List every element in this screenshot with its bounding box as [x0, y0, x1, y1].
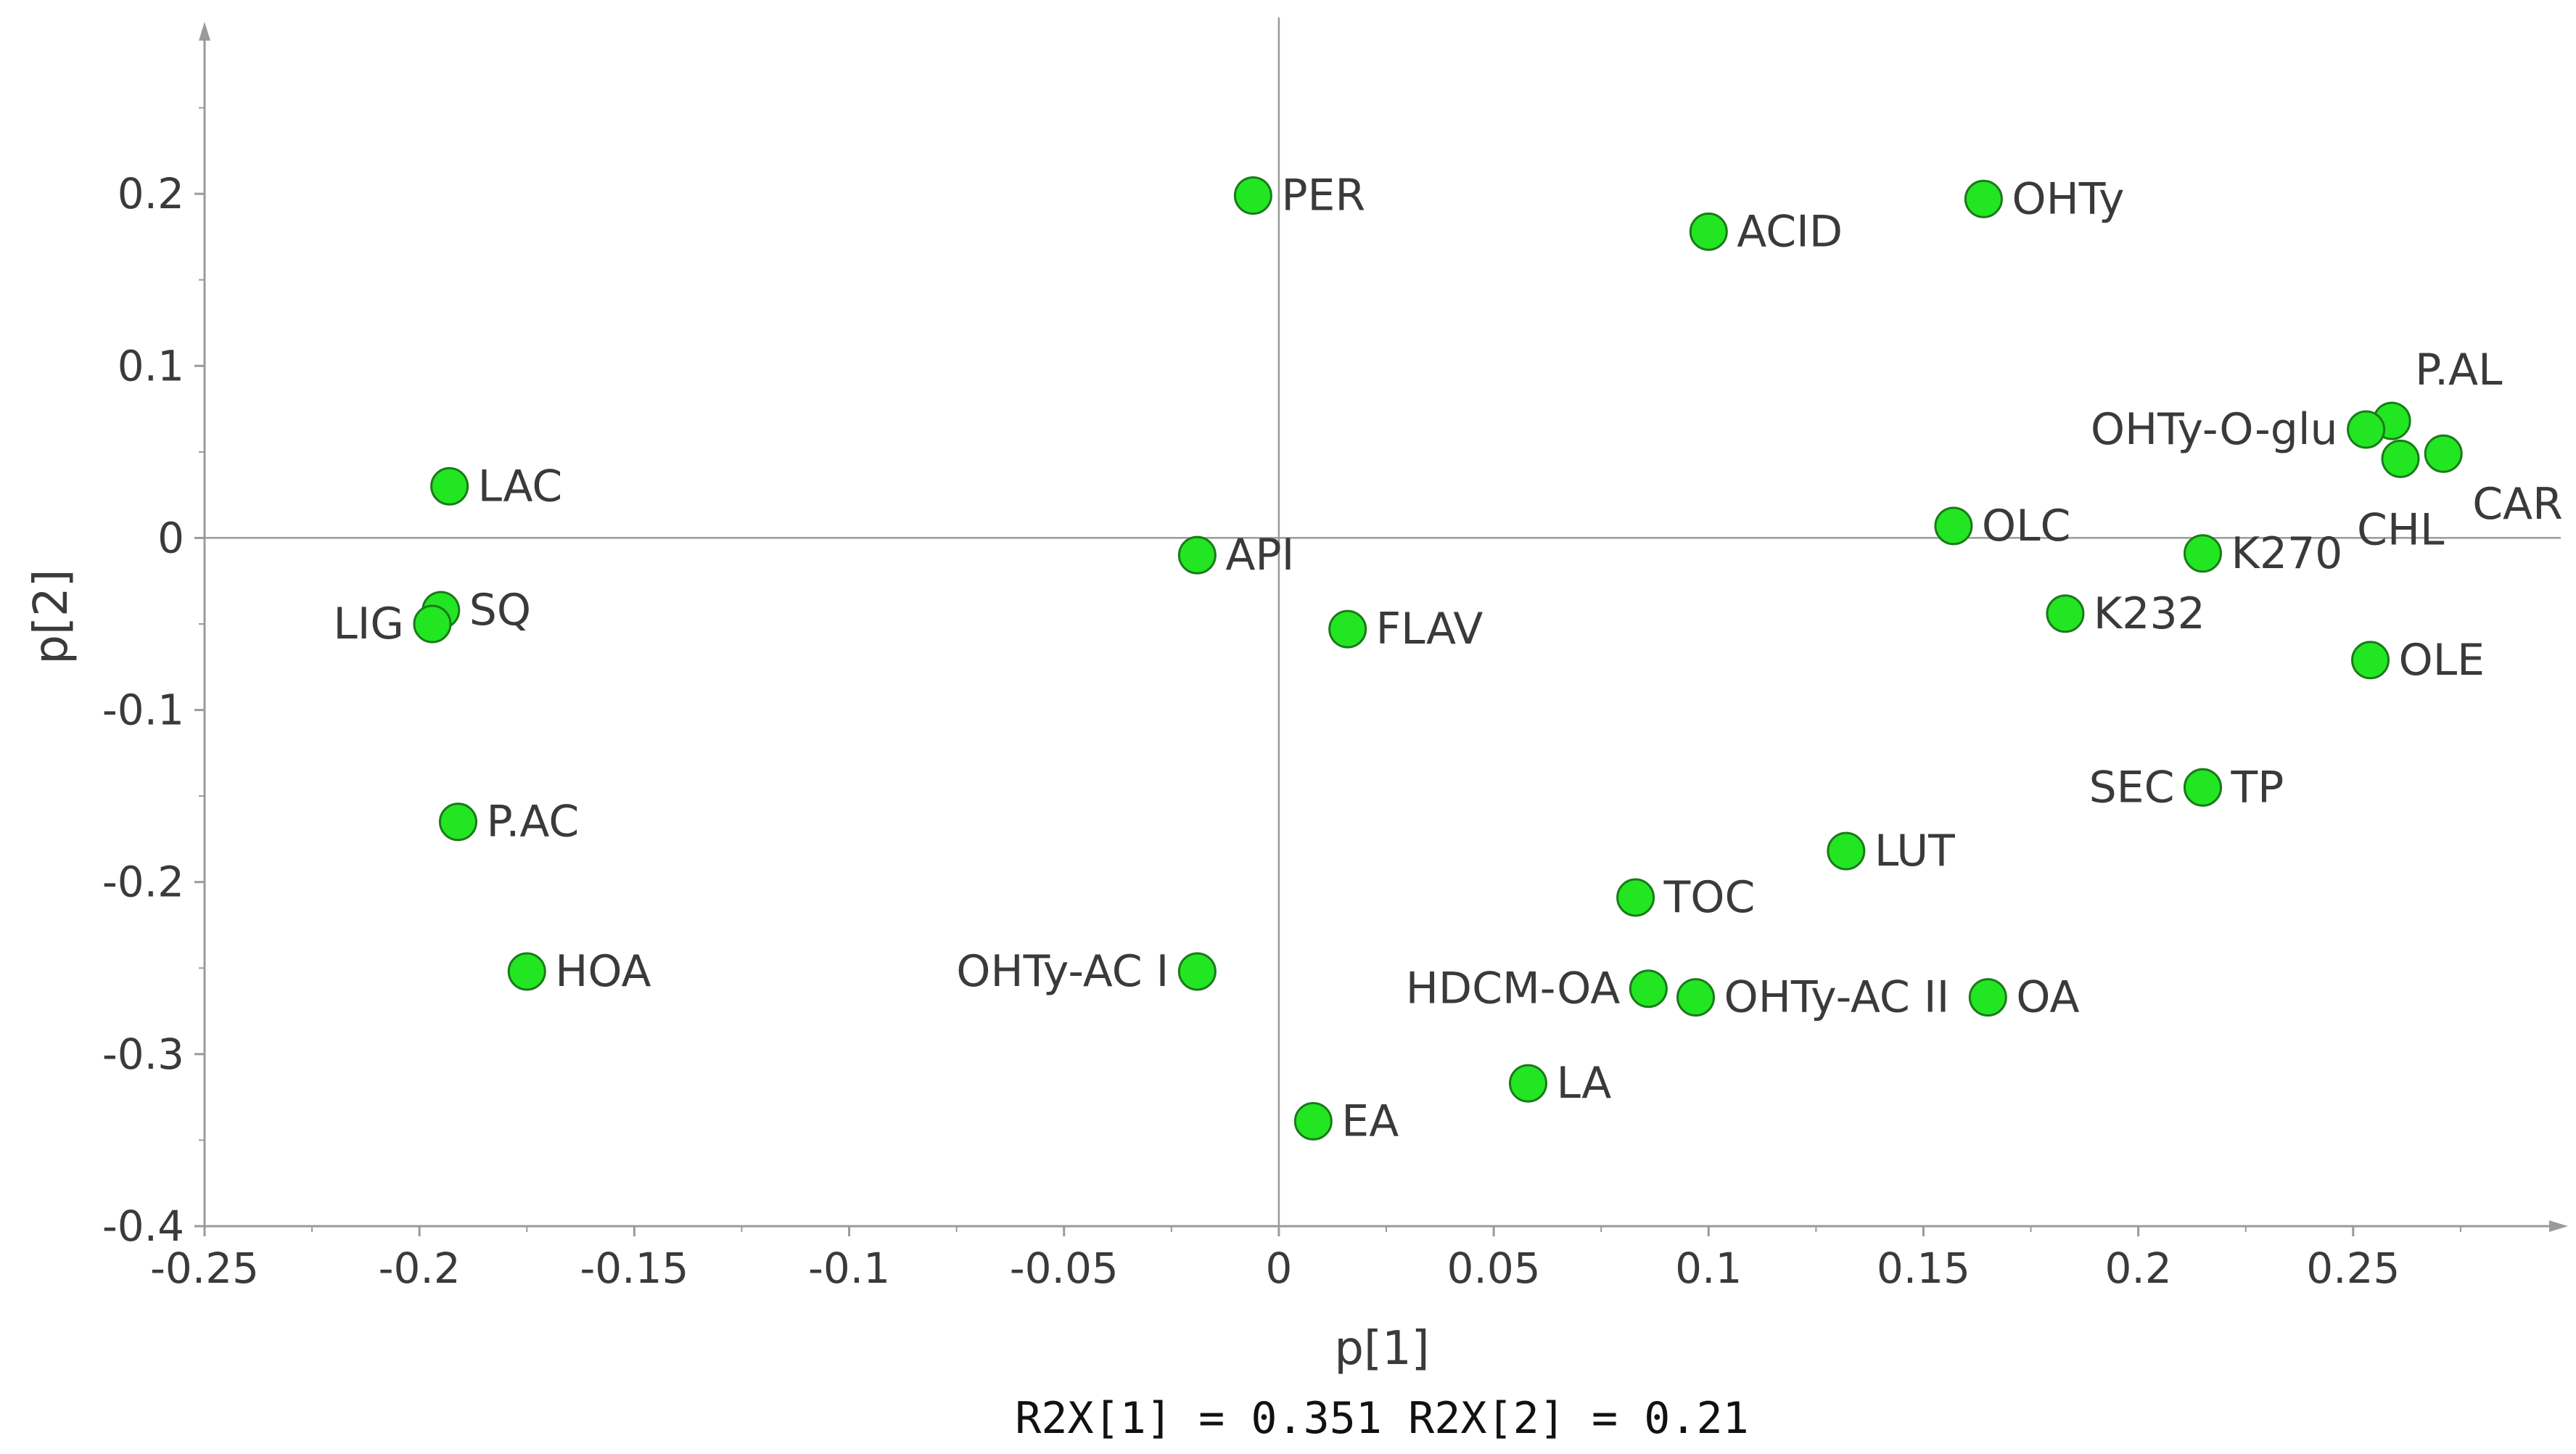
point-ole — [2351, 641, 2390, 680]
point-label: HDCM-OA — [1406, 964, 1621, 1014]
y-tick-label: -0.2 — [102, 858, 184, 907]
point-label: LUT — [1875, 826, 1955, 876]
point-lut — [1827, 831, 1866, 871]
point-label: SEC — [2089, 762, 2175, 813]
y-tick-label: 0.2 — [118, 169, 184, 218]
y-axis-title: p[2] — [25, 569, 78, 664]
point-label: LA — [1556, 1058, 1611, 1109]
point-label: OHTy-AC II — [1724, 972, 1950, 1023]
point-label: API — [1225, 530, 1294, 580]
point-label: CHL — [2357, 504, 2445, 555]
point-chl — [2381, 439, 2420, 478]
point-k270 — [2183, 534, 2222, 573]
point-label: OA — [2016, 972, 2079, 1023]
point-label: OHTy-O-glu — [2091, 404, 2338, 455]
point-acid — [1689, 212, 1728, 251]
point-toc — [1616, 878, 1655, 917]
point-label: OHTy-AC I — [956, 946, 1169, 997]
x-tick-label: 0.2 — [2105, 1244, 2172, 1293]
point-sec — [2183, 768, 2222, 807]
x-tick-label: -0.05 — [1010, 1244, 1119, 1293]
point-p-ac — [438, 802, 477, 842]
x-tick-label: -0.25 — [150, 1244, 259, 1293]
point-label: LAC — [478, 461, 563, 512]
point-label: TP — [2230, 762, 2284, 813]
point-lac — [430, 467, 469, 506]
point-label: CAR — [2472, 479, 2563, 530]
x-tick-label: -0.2 — [379, 1244, 461, 1293]
point-oa — [1968, 978, 2007, 1017]
point-lig — [413, 604, 452, 644]
point-ohty-ac-i — [1177, 952, 1217, 991]
y-tick-label: -0.4 — [102, 1202, 184, 1251]
x-axis-arrow — [2549, 1220, 2568, 1232]
point-label: OLE — [2399, 635, 2485, 686]
ticks-layer: -0.25 -0.2 -0.15 -0.1 -0.05 0 0.05 0.1 0.15 0.2 0.… — [102, 107, 2461, 1293]
point-olc — [1934, 506, 1973, 546]
point-ohty-o-glu — [2347, 410, 2386, 449]
y-axis-arrow — [199, 22, 210, 41]
point-label: ACID — [1737, 206, 1843, 257]
point-label: OLC — [1982, 501, 2071, 551]
point-ohty — [1964, 179, 2003, 218]
r2x-footer: R2X[1] = 0.351 R2X[2] = 0.21 — [1015, 1393, 1748, 1444]
x-tick-label: 0 — [1265, 1244, 1292, 1293]
point-hoa — [507, 952, 546, 991]
x-tick-label: 0.05 — [1447, 1244, 1541, 1293]
point-label: LIG — [333, 599, 404, 649]
y-tick-label: -0.3 — [102, 1030, 184, 1079]
point-label: TOC — [1663, 872, 1756, 923]
points-layer — [413, 176, 2463, 1141]
labels-layer: PER ACID OHTy P.AL OHTy-O-glu CHL CAR LAC OLC API… — [333, 171, 2563, 1147]
x-tick-label: -0.15 — [580, 1244, 688, 1293]
x-tick-label: 0.25 — [2306, 1244, 2400, 1293]
point-label: SQ — [469, 585, 531, 636]
point-ohty-ac-ii — [1676, 978, 1716, 1017]
y-tick-label: 0 — [157, 513, 184, 562]
point-ea — [1293, 1101, 1333, 1141]
x-tick-label: 0.1 — [1675, 1244, 1742, 1293]
y-tick-label: 0.1 — [118, 341, 184, 390]
point-api — [1177, 535, 1217, 575]
point-la — [1508, 1064, 1547, 1103]
x-tick-label: 0.15 — [1877, 1244, 1970, 1293]
point-hdcm-oa — [1629, 969, 1668, 1009]
point-label: EA — [1341, 1096, 1399, 1146]
point-label: PER — [1281, 171, 1365, 221]
x-tick-label: -0.1 — [808, 1244, 890, 1293]
point-car — [2424, 434, 2463, 473]
point-label: OHTy — [2012, 173, 2124, 224]
point-label: K270 — [2231, 528, 2342, 579]
point-label: FLAV — [1376, 604, 1484, 654]
point-label: P.AC — [486, 797, 579, 847]
point-flav — [1328, 609, 1367, 649]
point-label: P.AL — [2415, 345, 2503, 395]
point-label: HOA — [555, 946, 651, 997]
axes-layer — [199, 17, 2568, 1232]
y-tick-label: -0.1 — [102, 686, 184, 735]
point-per — [1233, 176, 1272, 215]
point-label: K232 — [2094, 588, 2205, 639]
point-k232 — [2046, 594, 2085, 633]
x-axis-title: p[1] — [1334, 1322, 1429, 1376]
